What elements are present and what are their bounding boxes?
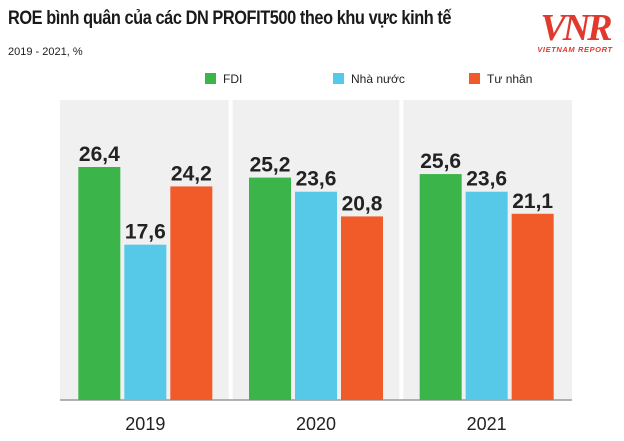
- logo-mark: VNR: [540, 7, 611, 49]
- chart-subtitle: 2019 - 2021, %: [8, 46, 83, 58]
- data-label-nha-nuoc-2019: 17,6: [125, 221, 166, 244]
- legend-swatch-nha-nuoc: [333, 73, 344, 84]
- data-label-nha-nuoc-2020: 23,6: [296, 168, 337, 191]
- bar-fdi-2020: [249, 177, 291, 400]
- vietnam-report-logo: VNR VIETNAM REPORT: [537, 7, 614, 54]
- data-label-fdi-2019: 26,4: [79, 143, 120, 166]
- bar-fdi-2019: [78, 167, 121, 400]
- data-label-nha-nuoc-2021: 23,6: [466, 168, 507, 191]
- data-label-fdi-2021: 25,6: [420, 150, 461, 173]
- bar-fdi-2021: [419, 174, 462, 400]
- bar-tu-nhan-2020: [341, 216, 383, 400]
- legend: FDI Nhà nước Tư nhân: [205, 72, 532, 86]
- bar-tu-nhan-2021: [511, 213, 554, 400]
- data-label-tu-nhan-2019: 24,2: [171, 162, 212, 185]
- x-tick-2020: 2020: [296, 414, 336, 434]
- data-label-tu-nhan-2020: 20,8: [342, 192, 383, 215]
- bars: [78, 167, 554, 400]
- bar-nha-nuoc-2020: [295, 191, 337, 400]
- data-label-fdi-2020: 25,2: [250, 154, 291, 177]
- x-tick-labels: 2019 2020 2021: [125, 414, 506, 434]
- data-labels: 26,417,624,2 25,223,620,825,623,621,1: [79, 143, 554, 244]
- legend-swatch-tu-nhan: [469, 73, 480, 84]
- legend-label-fdi: FDI: [223, 72, 242, 86]
- legend-label-tu-nhan: Tư nhân: [487, 72, 532, 86]
- x-tick-2019: 2019: [125, 414, 165, 434]
- x-tick-2021: 2021: [467, 414, 507, 434]
- bar-nha-nuoc-2019: [124, 244, 167, 400]
- bar-tu-nhan-2019: [170, 186, 213, 400]
- chart-title: ROE bình quân của các DN PROFIT500 theo …: [8, 8, 452, 29]
- legend-swatch-fdi: [205, 73, 216, 84]
- logo-tagline: VIETNAM REPORT: [537, 45, 613, 54]
- legend-label-nha-nuoc: Nhà nước: [351, 72, 405, 86]
- data-label-tu-nhan-2021: 21,1: [512, 190, 553, 213]
- bar-nha-nuoc-2021: [465, 191, 508, 400]
